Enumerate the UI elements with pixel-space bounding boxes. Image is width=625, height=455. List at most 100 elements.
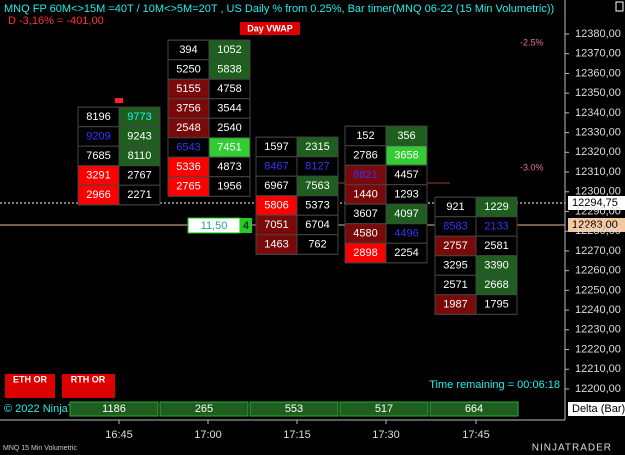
footprint-value: 2271 [127, 189, 151, 201]
footprint-value: 5336 [176, 161, 200, 173]
price-label: 12290,00 [575, 205, 621, 217]
footprint-value: 5806 [264, 199, 288, 211]
footprint-value: 9773 [127, 111, 151, 123]
footprint-value: 4097 [394, 208, 418, 220]
price-label: 12220,00 [575, 343, 621, 355]
price-label: 12370,00 [575, 48, 621, 60]
footprint-value: 152 [356, 130, 374, 142]
price-label: 12280,00 [575, 225, 621, 237]
range-count-box [240, 218, 252, 233]
footprint-value: 2898 [353, 247, 377, 259]
price-label: 12380,00 [575, 28, 621, 40]
last-price: 12294,75 [572, 197, 618, 209]
footprint-value: 3295 [443, 259, 467, 271]
footprint-value: 5373 [305, 199, 329, 211]
button-label[interactable]: ETH OR [13, 374, 48, 384]
delta-value: 553 [285, 403, 303, 415]
footprint-value: 7451 [217, 141, 241, 153]
footprint-value: 7563 [305, 180, 329, 192]
footprint-value: 9243 [127, 130, 151, 142]
footprint-cell [208, 176, 251, 197]
vwap-label-box [240, 22, 300, 35]
footprint-value: 6967 [264, 180, 288, 192]
delta-cell [339, 401, 429, 417]
footprint-value: 4496 [394, 227, 418, 239]
price-label: 12330,00 [575, 127, 621, 139]
footprint-cell [296, 234, 339, 255]
delta-cell [69, 401, 159, 417]
price-label: 12270,00 [575, 245, 621, 257]
footprint-value: 3291 [86, 169, 110, 181]
delta-label: Delta (Bar) [572, 403, 625, 415]
price-label: 12340,00 [575, 107, 621, 119]
footprint-value: 1956 [217, 180, 241, 192]
footprint-value: 7685 [86, 150, 110, 162]
time-remaining: Time remaining = 00:06:18 [429, 379, 560, 391]
delta-value: 517 [375, 403, 393, 415]
footprint-value: 394 [179, 44, 197, 56]
footprint-value: 9209 [86, 130, 110, 142]
price-label: 12360,00 [575, 67, 621, 79]
footprint-value: 921 [446, 201, 464, 213]
footprint-value: 5250 [176, 63, 200, 75]
footprint-value: 762 [308, 238, 326, 250]
footprint-value: 8821 [353, 169, 377, 181]
daily-change: D -3,16% = -401,00 [8, 15, 104, 27]
rth-or-button[interactable] [62, 374, 115, 398]
button-label[interactable]: RTH OR [71, 374, 106, 384]
footprint-value: 2767 [127, 169, 151, 181]
footprint-cell [475, 294, 518, 315]
footprint-value: 8583 [443, 220, 467, 232]
footprint-value: 3390 [484, 259, 508, 271]
price-label: 12310,00 [575, 166, 621, 178]
footprint-value: 2540 [217, 122, 241, 134]
footprint-value: 2757 [443, 240, 467, 252]
footprint-value: 2966 [86, 189, 110, 201]
delta-value: 1186 [102, 403, 126, 415]
footprint-value: 8127 [305, 160, 329, 172]
window-button[interactable] [615, 1, 624, 12]
footprint-value: 3756 [176, 102, 200, 114]
time-label: 17:15 [283, 429, 311, 441]
price-label: 12210,00 [575, 363, 621, 375]
vwap-price: 12283,00 [572, 219, 618, 231]
footprint-value: 2548 [176, 122, 200, 134]
bar-body [115, 98, 123, 103]
footprint-value: 6543 [176, 141, 200, 153]
delta-value: 265 [195, 403, 213, 415]
logo: NINJATRADER [532, 443, 612, 454]
footprint-value: 1440 [353, 188, 377, 200]
time-label: 17:30 [372, 429, 400, 441]
footprint-value: 4758 [217, 83, 241, 95]
time-label: 17:45 [462, 429, 490, 441]
footprint-value: 1795 [484, 298, 508, 310]
footprint-value: 5838 [217, 63, 241, 75]
last-price-box [568, 196, 625, 210]
range-count: 4 [243, 220, 249, 232]
price-label: 12240,00 [575, 304, 621, 316]
footprint-value: 2668 [484, 279, 508, 291]
footprint-value: 3544 [217, 102, 241, 114]
price-label: 12320,00 [575, 146, 621, 158]
footprint-value: 8196 [86, 111, 110, 123]
vwap-label: Day VWAP [247, 23, 293, 33]
delta-cell [429, 401, 519, 417]
price-label: 12350,00 [575, 87, 621, 99]
price-label: 12300,00 [575, 186, 621, 198]
footprint-value: 1052 [217, 44, 241, 56]
footprint-value: 1987 [443, 298, 467, 310]
footprint-value: 1597 [264, 141, 288, 153]
percent-level: -2.5% [520, 37, 544, 47]
footprint-value: 4873 [217, 161, 241, 173]
time-label: 16:45 [105, 429, 133, 441]
footprint-value: 4457 [394, 169, 418, 181]
delta-cell [159, 401, 249, 417]
footprint-value: 7051 [264, 219, 288, 231]
footprint-value: 1293 [394, 188, 418, 200]
delta-value: 664 [465, 403, 483, 415]
range-value: 11,50 [201, 220, 228, 232]
eth-or-button[interactable] [5, 374, 55, 398]
footprint-value: 4580 [353, 227, 377, 239]
footprint-value: 2315 [305, 141, 329, 153]
